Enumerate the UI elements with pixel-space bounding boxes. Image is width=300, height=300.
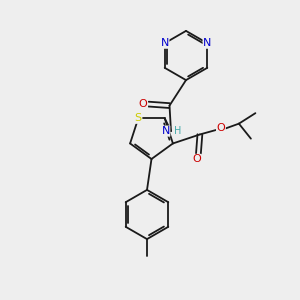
Text: H: H xyxy=(174,126,181,136)
Text: O: O xyxy=(217,123,225,133)
Text: O: O xyxy=(139,99,148,109)
Text: N: N xyxy=(203,38,212,48)
Text: N: N xyxy=(161,126,170,136)
Text: S: S xyxy=(135,113,142,123)
Text: O: O xyxy=(193,154,201,164)
Text: N: N xyxy=(160,38,169,48)
